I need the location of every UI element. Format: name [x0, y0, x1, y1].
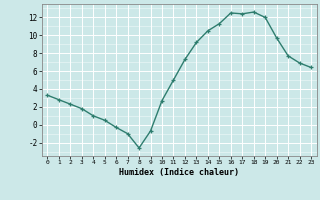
- X-axis label: Humidex (Indice chaleur): Humidex (Indice chaleur): [119, 168, 239, 177]
